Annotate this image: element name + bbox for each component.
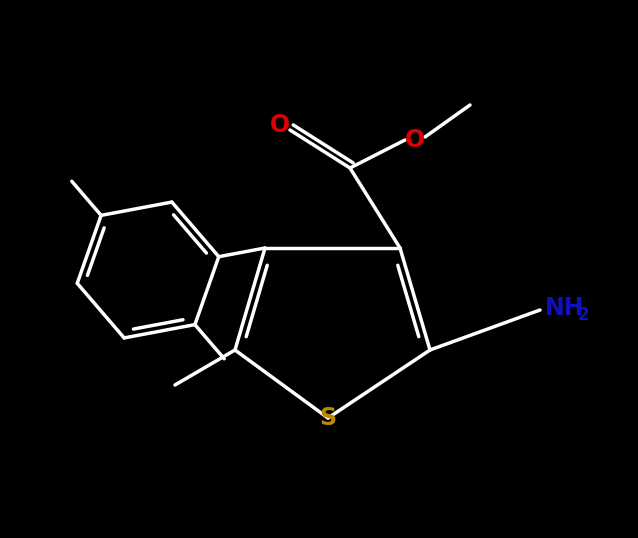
Text: O: O	[405, 128, 425, 152]
Text: NH: NH	[545, 296, 584, 320]
Text: S: S	[320, 406, 337, 430]
Text: O: O	[270, 113, 290, 137]
Text: 2: 2	[578, 306, 590, 324]
